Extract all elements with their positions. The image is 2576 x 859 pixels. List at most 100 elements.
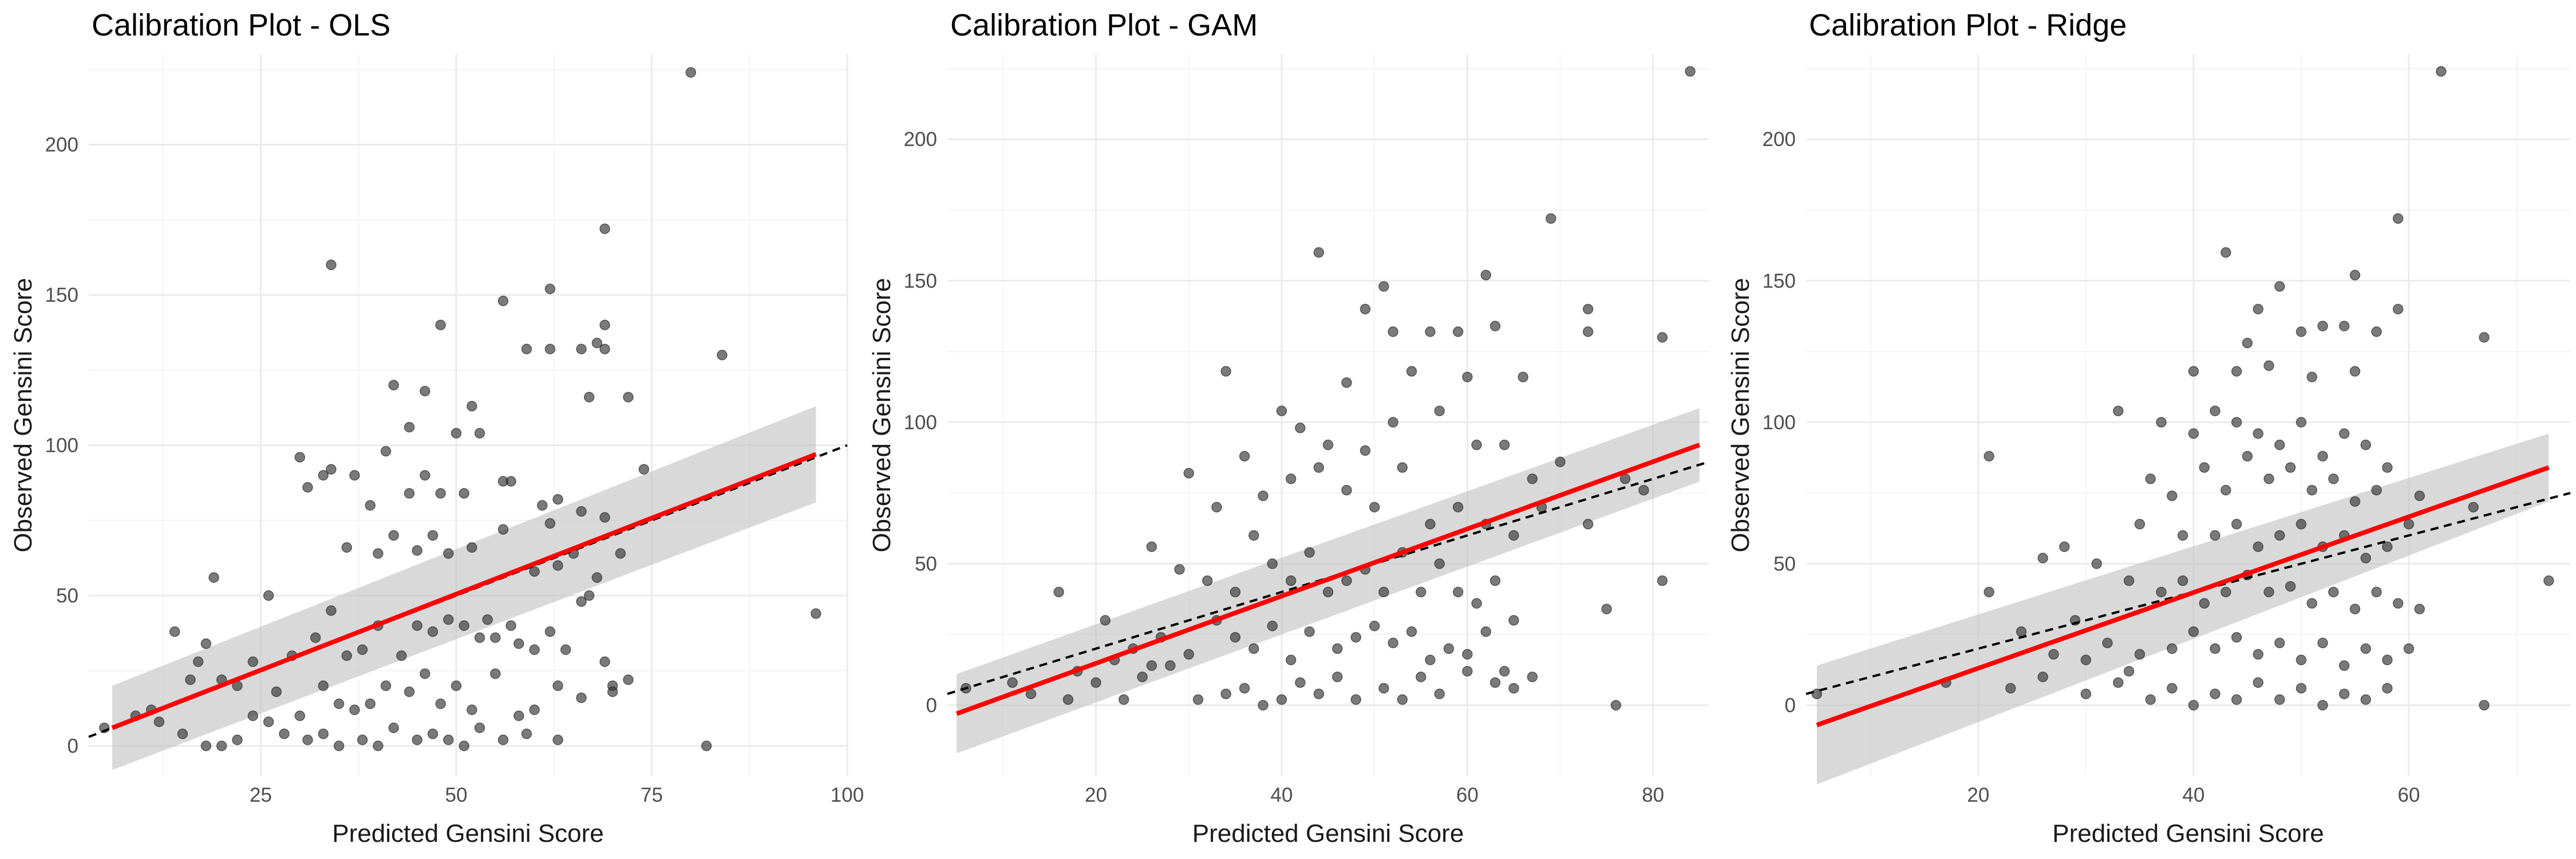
data-point bbox=[357, 644, 368, 655]
data-point bbox=[443, 548, 454, 559]
data-point bbox=[2403, 518, 2415, 530]
data-point bbox=[1378, 281, 1389, 292]
data-point bbox=[1304, 547, 1315, 558]
data-point bbox=[2392, 304, 2404, 314]
data-point bbox=[373, 548, 384, 559]
data-point bbox=[2274, 281, 2285, 292]
data-point bbox=[2134, 518, 2146, 530]
data-point bbox=[404, 488, 415, 499]
data-point bbox=[1499, 439, 1510, 451]
data-point bbox=[1007, 677, 1018, 688]
data-point bbox=[2123, 575, 2135, 586]
x-tick-label: 40 bbox=[1270, 784, 1293, 806]
data-point bbox=[2005, 683, 2016, 694]
data-point bbox=[1211, 502, 1222, 513]
data-point bbox=[544, 283, 556, 294]
data-point bbox=[1452, 502, 1464, 513]
data-point bbox=[294, 452, 306, 463]
data-point bbox=[537, 500, 548, 511]
data-point bbox=[326, 464, 337, 475]
data-point bbox=[1295, 422, 1306, 434]
data-point bbox=[459, 488, 469, 499]
data-point bbox=[2296, 326, 2307, 337]
chart-panel-3: 20 40 60 0 50 100 150 200 Calibration Plot - Rid… bbox=[1726, 8, 2571, 848]
data-point bbox=[2037, 671, 2048, 683]
data-point bbox=[388, 380, 399, 391]
data-point bbox=[599, 512, 610, 523]
data-point bbox=[1341, 484, 1352, 496]
data-point bbox=[451, 680, 462, 691]
data-point bbox=[521, 728, 532, 739]
data-point bbox=[2167, 643, 2178, 654]
data-point bbox=[1341, 377, 1352, 388]
data-point bbox=[2091, 558, 2102, 569]
x-tick-label: 75 bbox=[641, 784, 663, 806]
data-point bbox=[427, 728, 438, 739]
data-point bbox=[505, 476, 516, 487]
data-point bbox=[685, 67, 697, 78]
data-point bbox=[2403, 643, 2415, 654]
data-point bbox=[1220, 366, 1231, 377]
data-point bbox=[318, 680, 329, 691]
data-points bbox=[99, 67, 821, 751]
data-point bbox=[701, 740, 712, 751]
data-point bbox=[302, 482, 313, 493]
y-tick-label: 50 bbox=[915, 553, 937, 575]
data-point bbox=[185, 674, 196, 685]
fit-line bbox=[1816, 465, 2550, 727]
data-point bbox=[583, 392, 595, 403]
data-point bbox=[341, 650, 353, 661]
data-point bbox=[599, 656, 610, 667]
confidence-band bbox=[112, 406, 816, 770]
x-tick-label: 60 bbox=[1456, 784, 1479, 806]
data-point bbox=[497, 295, 509, 306]
data-point bbox=[2371, 484, 2382, 496]
data-point bbox=[341, 542, 353, 553]
data-point bbox=[529, 704, 540, 715]
fit-line bbox=[955, 443, 1701, 716]
data-point bbox=[1415, 671, 1427, 683]
x-tick-label: 50 bbox=[445, 784, 468, 806]
data-point bbox=[412, 545, 422, 556]
data-point bbox=[2328, 586, 2339, 598]
data-point bbox=[529, 566, 540, 577]
data-point bbox=[1582, 326, 1594, 337]
data-point bbox=[2145, 694, 2156, 705]
data-point bbox=[294, 710, 306, 722]
data-point bbox=[1388, 326, 1398, 337]
data-point bbox=[459, 740, 469, 751]
data-point bbox=[2263, 473, 2274, 484]
data-point bbox=[1350, 694, 1361, 705]
data-point bbox=[2037, 553, 2048, 564]
data-point bbox=[2392, 598, 2404, 609]
data-point bbox=[2199, 598, 2210, 609]
data-point bbox=[2285, 462, 2296, 473]
data-point bbox=[1601, 604, 1612, 614]
data-point bbox=[1490, 677, 1501, 688]
data-point bbox=[2263, 360, 2274, 371]
data-point bbox=[552, 494, 563, 505]
y-axis-title: Observed Gensini Score bbox=[868, 278, 896, 552]
data-point bbox=[279, 728, 290, 739]
y-tick-label: 200 bbox=[904, 128, 937, 151]
y-tick-label: 200 bbox=[1763, 128, 1796, 151]
data-point bbox=[591, 337, 603, 349]
data-point bbox=[404, 421, 415, 433]
data-point bbox=[1322, 439, 1334, 451]
data-point bbox=[1527, 473, 1538, 484]
data-point bbox=[2221, 247, 2231, 258]
data-point bbox=[1192, 694, 1204, 705]
data-point bbox=[2543, 575, 2554, 586]
data-point bbox=[1165, 660, 1176, 671]
y-tick-label: 0 bbox=[926, 694, 937, 716]
data-point bbox=[1146, 660, 1157, 671]
data-point bbox=[1248, 643, 1259, 654]
y-tick-label: 150 bbox=[1763, 270, 1796, 292]
data-point bbox=[2414, 604, 2425, 614]
data-point bbox=[2328, 473, 2339, 484]
data-point bbox=[576, 506, 587, 517]
data-point bbox=[2296, 518, 2307, 530]
data-point bbox=[2338, 321, 2350, 332]
data-point bbox=[513, 638, 524, 649]
data-point bbox=[271, 686, 282, 698]
